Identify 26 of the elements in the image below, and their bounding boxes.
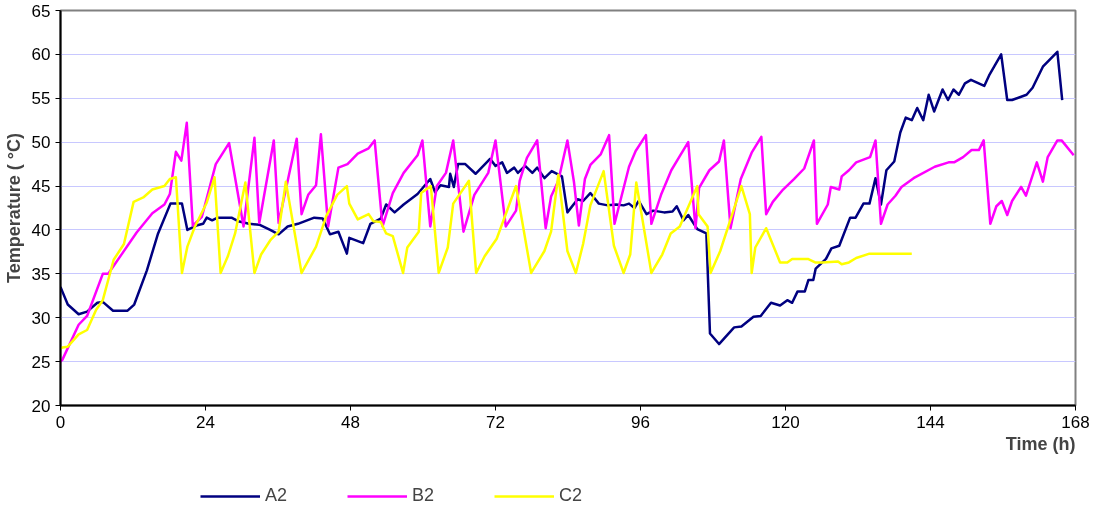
- x-tick-label: 24: [196, 412, 215, 432]
- x-tick-label: 168: [1061, 412, 1090, 432]
- y-tick-label: 35: [31, 264, 51, 284]
- x-tick-label: 96: [631, 412, 650, 432]
- line-series: [60, 121, 1075, 363]
- y-tick-label: 60: [31, 45, 51, 65]
- legend-label: A2: [265, 485, 288, 506]
- y-tick-label: 50: [31, 133, 51, 153]
- x-tick-label: 0: [55, 412, 66, 432]
- y-tick-label: 45: [31, 177, 51, 197]
- y-axis-title: Temperature ( °C): [3, 133, 24, 283]
- y-tick-label: 55: [31, 89, 51, 109]
- x-tick-label: 144: [916, 412, 945, 432]
- line-series: [60, 50, 1064, 346]
- y-tick-label: 20: [31, 396, 51, 416]
- x-tick-label: 120: [771, 412, 800, 432]
- legend-label: B2: [412, 485, 435, 506]
- x-tick-label: 48: [341, 412, 360, 432]
- y-tick-label: 30: [31, 308, 51, 328]
- legend-label: C2: [559, 485, 583, 506]
- x-axis-title: Time (h): [1005, 434, 1076, 455]
- x-tick-label: 72: [486, 412, 505, 432]
- y-tick-label: 25: [31, 352, 51, 372]
- y-tick-label: 40: [31, 220, 51, 240]
- y-tick-label: 65: [31, 1, 51, 21]
- line-series: [60, 169, 914, 350]
